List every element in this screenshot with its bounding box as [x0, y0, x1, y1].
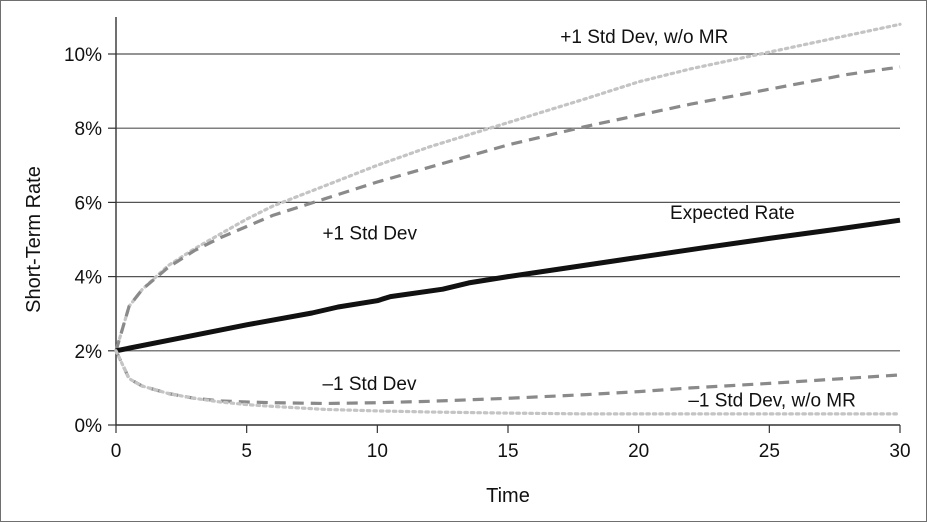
gridlines — [116, 53, 900, 352]
annotation-minus-std-wo-mr: –1 Std Dev, w/o MR — [688, 390, 856, 411]
x-tick-label-4: 20 — [628, 441, 649, 462]
annotation-plus-std-wo-mr: +1 Std Dev, w/o MR — [560, 27, 728, 48]
y-tick-label-1: 2% — [75, 342, 103, 363]
annotation-minus-std: –1 Std Dev — [322, 374, 416, 395]
tick-labels: 0 5 10 15 20 25 30 0% 2% 4% 6% 8% 10% — [64, 45, 911, 462]
x-tick-label-2: 10 — [367, 441, 388, 462]
series-line-minus-std-wo-mr — [114, 349, 902, 416]
y-tick-label-0: 0% — [75, 416, 103, 437]
series-line-plus-std — [114, 65, 901, 352]
x-tick-label-6: 30 — [889, 441, 910, 462]
y-tick-label-3: 6% — [75, 193, 103, 214]
y-axis-label: Short-Term Rate — [23, 166, 45, 313]
axes — [108, 17, 901, 433]
series-annotations: +1 Std Dev, w/o MR +1 Std Dev Expected Rat… — [322, 27, 855, 412]
x-tick-label-1: 5 — [241, 441, 252, 462]
x-tick-label-3: 15 — [497, 441, 518, 462]
series-line-minus-std — [114, 350, 901, 406]
x-tick-label-5: 25 — [759, 441, 780, 462]
series-line-expected — [115, 217, 901, 354]
x-axis-label: Time — [486, 485, 530, 507]
y-tick-label-4: 8% — [75, 119, 103, 140]
annotation-plus-std: +1 Std Dev — [322, 224, 417, 245]
series-lines — [114, 22, 902, 416]
y-tick-label-2: 4% — [75, 268, 103, 289]
x-tick-label-0: 0 — [111, 441, 122, 462]
y-tick-label-5: 10% — [64, 45, 102, 66]
annotation-expected: Expected Rate — [670, 203, 795, 224]
